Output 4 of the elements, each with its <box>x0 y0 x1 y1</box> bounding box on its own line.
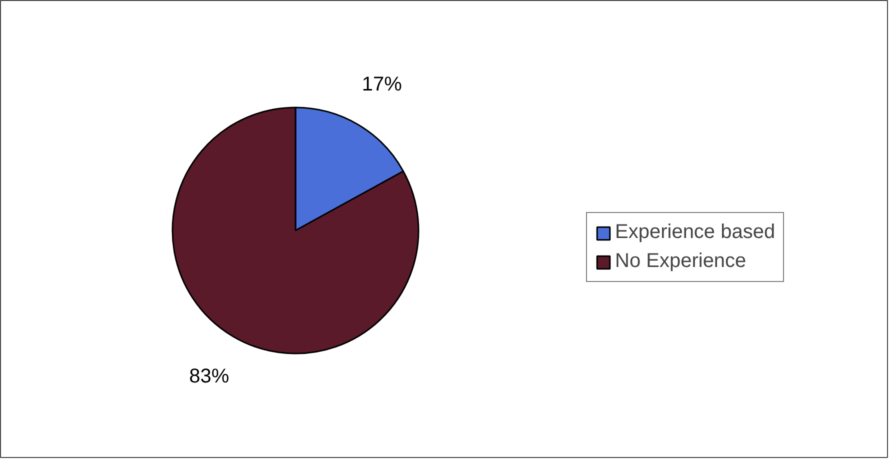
data-label: 83% <box>189 366 230 388</box>
legend-label: No Experience <box>615 250 746 273</box>
data-label: 17% <box>362 73 402 96</box>
legend-label: Experience based <box>615 221 776 244</box>
